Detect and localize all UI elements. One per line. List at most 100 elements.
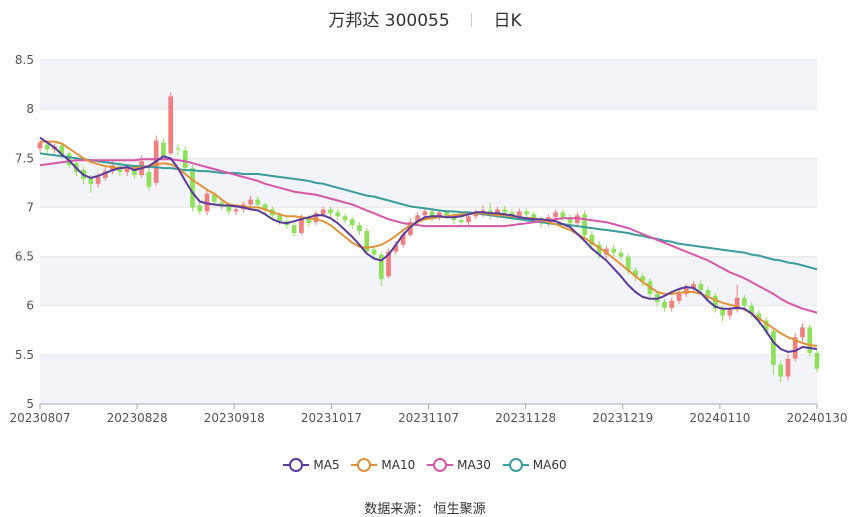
legend: MA5 MA10 MA30 MA60 xyxy=(0,458,850,475)
legend-ma5-icon xyxy=(283,458,310,472)
candle-body xyxy=(792,337,798,359)
stock-name: 万邦达 300055 xyxy=(328,11,450,31)
candle-body xyxy=(669,300,675,308)
legend-item-ma30[interactable]: MA30 xyxy=(427,458,491,472)
candle-body xyxy=(596,244,602,255)
candle-body xyxy=(95,176,101,184)
source-label: 数据来源： xyxy=(364,502,430,517)
candle-body xyxy=(458,220,464,223)
candle-body xyxy=(662,301,667,308)
candle-body xyxy=(734,297,740,310)
candle-body xyxy=(248,199,253,205)
legend-ma60-icon xyxy=(502,458,529,472)
candle-body xyxy=(712,295,718,309)
candle-body xyxy=(640,276,646,282)
candle-body xyxy=(349,219,355,226)
candle-body xyxy=(146,172,152,187)
candle-body xyxy=(364,231,370,252)
period-label: 日K xyxy=(493,11,522,31)
x-tick-label: 20231107 xyxy=(398,411,459,425)
candle-body xyxy=(618,252,624,257)
candle-body xyxy=(691,284,696,289)
x-tick-label: 20231219 xyxy=(592,411,653,425)
candle-body xyxy=(415,215,420,223)
candle-body xyxy=(516,211,522,218)
x-tick-label: 20240130 xyxy=(786,411,847,425)
candle-body xyxy=(567,217,573,224)
candle-body xyxy=(611,248,617,253)
y-tick-label: 8 xyxy=(26,102,34,116)
candle-body xyxy=(437,212,442,218)
ma30-line xyxy=(39,158,818,314)
candle-body xyxy=(219,202,224,206)
candle-body xyxy=(785,358,791,377)
ma60-line xyxy=(39,152,818,271)
x-tick-label: 20230828 xyxy=(107,411,168,425)
legend-ma60-label: MA60 xyxy=(532,458,567,472)
candle-body xyxy=(589,234,595,245)
candle-body xyxy=(132,169,137,175)
legend-ma10-label: MA10 xyxy=(381,458,416,472)
candle-body xyxy=(422,211,428,216)
x-tick-label: 20230807 xyxy=(9,411,70,425)
data-source: 数据来源： 恒生聚源 xyxy=(0,498,850,517)
candle-body xyxy=(676,293,682,301)
candle-body xyxy=(444,212,450,216)
candle-body xyxy=(473,213,479,217)
candle-body xyxy=(756,313,762,321)
candle-body xyxy=(226,205,232,212)
candle-body xyxy=(262,204,268,211)
candle-body xyxy=(466,216,471,223)
y-tick-label: 7.5 xyxy=(15,151,34,165)
candle-body xyxy=(291,225,297,233)
candle-body xyxy=(233,209,239,212)
plot-band xyxy=(40,256,817,306)
candle-body xyxy=(429,211,435,218)
candle-body xyxy=(335,212,341,217)
candle-body xyxy=(357,225,362,232)
legend-ma30-icon xyxy=(427,458,454,472)
candle-body xyxy=(306,218,312,224)
title-separator xyxy=(471,13,473,27)
candle-body xyxy=(800,327,805,338)
y-tick-label: 6 xyxy=(26,299,34,313)
x-tick-label: 20230918 xyxy=(204,411,265,425)
source-name: 恒生聚源 xyxy=(433,502,486,517)
candle-body xyxy=(407,222,413,235)
candle-body xyxy=(560,212,566,218)
candle-body xyxy=(400,234,406,245)
y-tick-label: 5.5 xyxy=(15,348,34,362)
candle-body xyxy=(502,209,508,213)
candle-body xyxy=(720,308,725,316)
x-tick-label: 20231128 xyxy=(495,411,556,425)
candle-body xyxy=(814,352,820,369)
y-tick-label: 5 xyxy=(26,397,34,411)
candle-body xyxy=(575,215,580,224)
legend-item-ma60[interactable]: MA60 xyxy=(502,458,567,472)
plot-band xyxy=(40,354,817,404)
candle-body xyxy=(190,168,195,208)
candle-body xyxy=(313,213,319,223)
candle-body xyxy=(625,256,631,271)
candle-body xyxy=(524,211,529,215)
candle-body xyxy=(393,244,399,252)
candle-body xyxy=(749,305,755,314)
candle-body xyxy=(531,214,537,220)
ma10-line xyxy=(40,140,818,347)
candle-body xyxy=(211,194,217,202)
candle-body xyxy=(320,209,326,215)
candle-body xyxy=(59,145,65,156)
candle-body xyxy=(197,205,203,212)
legend-ma5-label: MA5 xyxy=(313,458,340,472)
x-tick-label: 20231017 xyxy=(301,411,362,425)
candle-body xyxy=(255,199,261,205)
ma5-line xyxy=(39,136,818,353)
candle-body xyxy=(705,289,711,296)
legend-item-ma10[interactable]: MA10 xyxy=(351,458,415,472)
candle-body xyxy=(553,212,558,218)
candle-body xyxy=(342,216,348,221)
legend-item-ma5[interactable]: MA5 xyxy=(283,458,340,472)
chart-title: 万邦达 300055 日K xyxy=(0,6,850,31)
candle-body xyxy=(175,148,181,150)
